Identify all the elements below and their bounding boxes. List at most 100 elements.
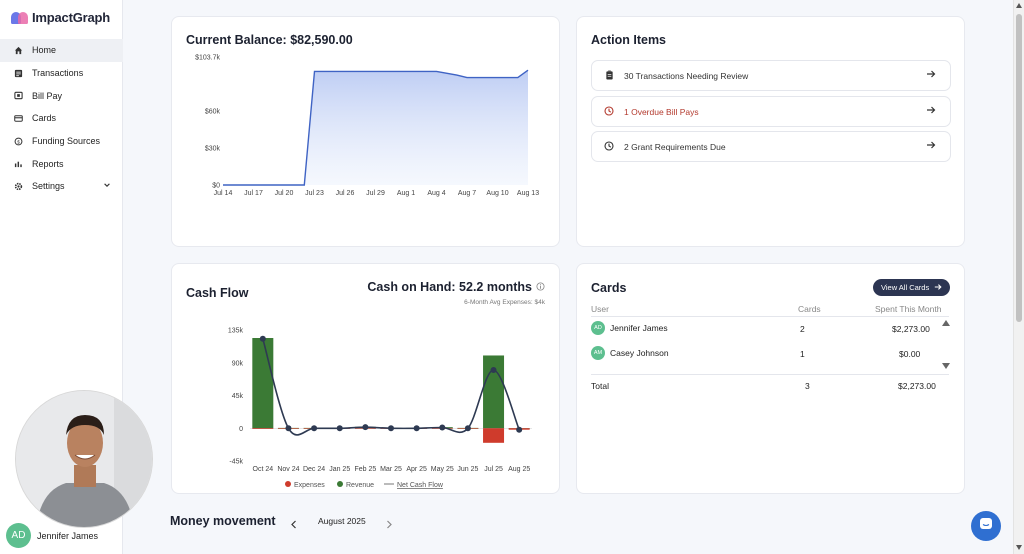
scroll-thumb[interactable]: [1016, 14, 1022, 322]
sidebar-item-transactions[interactable]: Transactions: [0, 62, 123, 85]
net-cash-flow-point[interactable]: [336, 425, 343, 432]
table-row[interactable]: AD Jennifer James 2 $2,273.00: [577, 318, 937, 342]
sidebar-item-cards[interactable]: Cards: [0, 107, 123, 130]
net-cash-flow-point[interactable]: [413, 425, 420, 432]
presenter-video: [15, 390, 153, 528]
sidebar-item-label: Funding Sources: [32, 136, 101, 147]
clipboard-icon: [604, 70, 614, 82]
action-item-grant-requirements[interactable]: 2 Grant Requirements Due: [591, 131, 951, 162]
chat-launcher-button[interactable]: [971, 511, 1001, 541]
cash-flow-title: Cash Flow: [186, 286, 249, 300]
x-tick-label: Aug 7: [458, 190, 476, 197]
spent-cell: $0.00: [899, 349, 921, 359]
y-tick-label: -45k: [229, 459, 243, 466]
balance-line: [223, 69, 529, 186]
net-cash-flow-point[interactable]: [285, 425, 292, 432]
net-cash-flow-point[interactable]: [311, 425, 318, 432]
legend-expenses-swatch: [285, 481, 291, 487]
x-tick-label: Mar 25: [380, 466, 402, 473]
sidebar-item-reports[interactable]: Reports: [0, 152, 123, 175]
x-tick-label: Jun 25: [457, 466, 478, 473]
y-tick-label: 0: [239, 426, 243, 433]
legend-revenue-swatch: [337, 481, 343, 487]
x-tick-label: Jul 14: [214, 190, 233, 197]
avatar: AD: [591, 321, 605, 335]
net-cash-flow-point[interactable]: [490, 367, 497, 374]
table-scroll-up-icon[interactable]: [942, 319, 950, 328]
header-divider: [591, 316, 949, 317]
card-icon: [13, 113, 23, 123]
scroll-up-icon[interactable]: [1016, 3, 1022, 10]
x-tick-label: Jul 20: [275, 190, 294, 197]
net-cash-flow-line: [262, 338, 520, 436]
info-icon[interactable]: [536, 280, 545, 294]
chart-legend: Expenses Revenue Net Cash Flow: [285, 481, 444, 489]
user-menu[interactable]: AD Jennifer James: [6, 523, 98, 548]
scroll-down-icon[interactable]: [1016, 545, 1022, 552]
x-tick-label: Apr 25: [406, 466, 427, 473]
x-tick-label: Jan 25: [329, 466, 350, 473]
revenue-bar[interactable]: [252, 338, 274, 429]
view-all-cards-button[interactable]: View All Cards: [873, 279, 951, 296]
x-tick-label: Aug 1: [397, 190, 415, 197]
action-item-transactions-review[interactable]: 30 Transactions Needing Review: [591, 60, 951, 91]
arrow-right-icon: [926, 105, 936, 118]
logo-mark-icon: [11, 11, 29, 25]
balance-chart: $103.7k $60k $30k $0 Jul 14 Jul 17 Jul 20 Jul …: [195, 55, 539, 198]
table-row[interactable]: AM Casey Johnson 1 $0.00: [577, 343, 937, 367]
legend-expenses[interactable]: Expenses: [294, 482, 325, 489]
page-scrollbar[interactable]: [1013, 0, 1024, 554]
expenses-bar[interactable]: [483, 428, 505, 443]
y-tick-label: $103.7k: [195, 55, 220, 62]
y-tick-label: 45k: [232, 393, 244, 400]
x-tick-label: Nov 24: [277, 466, 299, 473]
sidebar-item-funding-sources[interactable]: $ Funding Sources: [0, 130, 123, 153]
sidebar-item-bill-pay[interactable]: Bill Pay: [0, 84, 123, 107]
clock-alert-icon: [604, 105, 614, 118]
month-label: August 2025: [318, 516, 366, 526]
cards-title: Cards: [591, 281, 627, 295]
balance-card: Current Balance: $82,590.00 $103.7k $60k $…: [171, 16, 560, 247]
x-tick-label: Oct 24: [253, 466, 274, 473]
table-scroll-down-icon[interactable]: [942, 357, 950, 375]
sidebar-item-home[interactable]: Home: [0, 39, 123, 62]
sidebar-item-settings[interactable]: Settings: [0, 175, 123, 198]
x-tick-label: Jul 17: [244, 190, 263, 197]
column-header-cards: Cards: [798, 304, 821, 314]
cards-count-cell: 2: [800, 324, 805, 334]
x-tick-label: Aug 10: [486, 190, 508, 197]
x-tick-label: Jul 26: [336, 190, 355, 197]
net-cash-flow-point[interactable]: [362, 424, 369, 431]
funding-icon: $: [13, 136, 23, 146]
net-cash-flow-point[interactable]: [516, 426, 523, 433]
sidebar-item-label: Home: [32, 45, 57, 56]
cards-card: Cards View All Cards User Cards Spent Th…: [576, 263, 965, 494]
y-tick-label: $30k: [205, 145, 221, 152]
table-total-row: Total 3 $2,273.00: [577, 375, 957, 397]
net-cash-flow-point[interactable]: [388, 425, 394, 432]
list-icon: [13, 68, 23, 78]
x-tick-label: May 25: [431, 466, 454, 473]
legend-net-cash-flow[interactable]: Net Cash Flow: [397, 482, 444, 489]
arrow-right-icon: [926, 69, 936, 82]
expenses-bar[interactable]: [252, 428, 274, 429]
cash-on-hand-label: Cash on Hand: 52.2 months: [367, 280, 532, 294]
sidebar-item-label: Transactions: [32, 68, 84, 79]
action-item-overdue-bills[interactable]: 1 Overdue Bill Pays: [591, 96, 951, 127]
x-tick-label: Aug 13: [517, 190, 539, 197]
prev-month-button[interactable]: [290, 516, 298, 534]
column-header-user: User: [591, 304, 609, 314]
legend-revenue[interactable]: Revenue: [346, 482, 374, 489]
net-cash-flow-point[interactable]: [259, 335, 266, 342]
revenue-bar[interactable]: [483, 355, 505, 429]
next-month-button[interactable]: [385, 516, 393, 534]
net-cash-flow-point[interactable]: [464, 425, 471, 432]
chevron-down-icon[interactable]: [103, 181, 111, 191]
action-items-title: Action Items: [591, 33, 667, 47]
net-cash-flow-point[interactable]: [439, 424, 446, 431]
clock-icon: [604, 140, 614, 153]
sidebar-item-label: Cards: [32, 113, 57, 124]
sidebar-item-label: Reports: [32, 158, 64, 169]
y-tick-label: $0: [212, 183, 220, 190]
logo[interactable]: ImpactGraph: [11, 10, 110, 25]
